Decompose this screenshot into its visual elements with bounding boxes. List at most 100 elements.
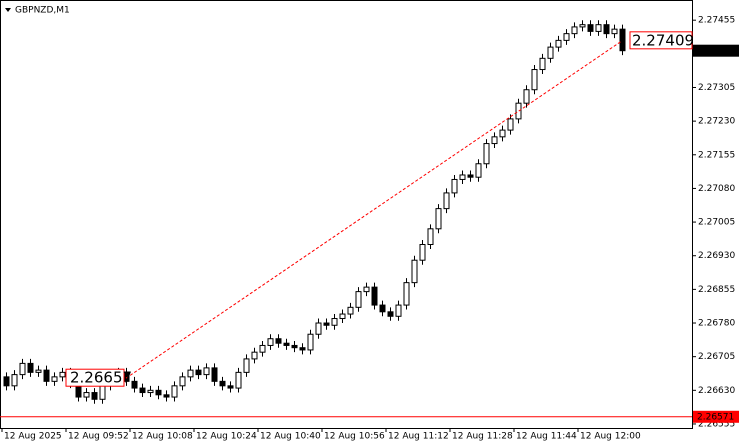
candle-body: [43, 369, 50, 382]
x-tick-label: 12 Aug 10:40: [260, 432, 321, 442]
x-tick-label: 12 Aug 2025: [4, 432, 62, 442]
candle-body: [227, 385, 234, 389]
candle-body: [347, 306, 354, 315]
candle-body: [83, 392, 90, 398]
candle-body: [243, 358, 250, 373]
candle-body: [315, 322, 322, 335]
current-price-box: [693, 44, 739, 57]
y-tick-label: 2.27080: [698, 184, 735, 194]
candle-body: [427, 228, 434, 246]
candle-body: [187, 369, 194, 378]
candle-body: [3, 376, 10, 387]
x-tick-label: 12 Aug 10:56: [324, 432, 385, 442]
candle-body: [443, 192, 450, 210]
candle-body: [467, 174, 474, 178]
candle-body: [179, 376, 186, 387]
candle-body: [355, 291, 362, 308]
candle-body: [531, 69, 538, 91]
candle-body: [203, 367, 210, 376]
x-tick-label: 12 Aug 10:24: [196, 432, 257, 442]
current-price-label: 2.27387: [697, 46, 734, 56]
candle-body: [539, 57, 546, 71]
candle-body: [251, 351, 258, 360]
candle-body: [59, 371, 66, 378]
x-tick-label: 12 Aug 12:00: [580, 432, 641, 442]
candle-body: [603, 24, 610, 35]
candle-body: [595, 24, 602, 32]
y-tick-label: 2.27230: [698, 117, 735, 127]
candle-body: [459, 174, 466, 180]
candle-body: [563, 33, 570, 41]
candle-body: [323, 322, 330, 326]
candle-body: [523, 89, 530, 104]
y-tick-label: 2.26855: [698, 285, 735, 295]
candle-body: [27, 362, 34, 373]
candle-body: [307, 333, 314, 351]
x-tick-label: 12 Aug 09:52: [68, 432, 129, 442]
chart-title: GBPNZD,M1: [15, 6, 70, 16]
candle-body: [163, 394, 170, 398]
candle-body: [403, 282, 410, 306]
candle-body: [283, 342, 290, 346]
candle-body: [19, 362, 26, 376]
candle-body: [195, 369, 202, 376]
candle-body: [211, 367, 218, 382]
candle-body: [515, 102, 522, 120]
candle-body: [411, 259, 418, 284]
price-line-label: 2.26571: [697, 412, 734, 422]
candle-body: [435, 208, 442, 230]
candle-body: [235, 371, 242, 389]
candle-body: [475, 163, 482, 178]
x-tick-label: 12 Aug 11:12: [388, 432, 449, 442]
candle-body: [451, 178, 458, 194]
candle-body: [507, 118, 514, 131]
candle-body: [371, 286, 378, 306]
candle-body: [387, 311, 394, 317]
candle-body: [259, 344, 266, 353]
y-tick-label: 2.27155: [698, 150, 735, 160]
candle-body: [51, 376, 58, 382]
y-tick-label: 2.27305: [698, 83, 735, 93]
candle-body: [331, 318, 338, 326]
candle-body: [491, 136, 498, 145]
candle-body: [99, 385, 106, 400]
x-tick-label: 12 Aug 11:44: [516, 432, 577, 442]
candle-body: [275, 338, 282, 344]
candle-body: [483, 143, 490, 165]
candle-body: [291, 344, 298, 349]
candle-body: [363, 286, 370, 293]
candle-body: [547, 46, 554, 59]
candle-body: [35, 369, 42, 373]
candle-body: [155, 389, 162, 396]
candle-body: [339, 313, 346, 320]
x-tick-label: 12 Aug 10:08: [132, 432, 193, 442]
candle-body: [579, 24, 586, 28]
y-tick-label: 2.26705: [698, 352, 735, 362]
y-tick-label: 2.26930: [698, 251, 735, 261]
candle-body: [619, 28, 626, 52]
trend-end-label: 2.27409: [632, 31, 694, 49]
y-tick-label: 2.27455: [698, 16, 735, 26]
candle-body: [499, 129, 506, 138]
y-tick-label: 2.26555: [698, 419, 735, 429]
candle-body: [219, 380, 226, 387]
candle-body: [147, 389, 154, 394]
candle-body: [299, 347, 306, 351]
candle-body: [379, 304, 386, 313]
y-tick-label: 2.26630: [698, 386, 735, 396]
trend-end-box: [629, 31, 693, 50]
trend-start-label: 2.26657: [70, 369, 132, 387]
candle-body: [11, 374, 18, 387]
menu-arrow[interactable]: [5, 8, 11, 12]
x-tick-label: 12 Aug 11:28: [452, 432, 513, 442]
candle-body: [587, 24, 594, 32]
y-tick-label: 2.26780: [698, 319, 735, 329]
plot-area: [0, 0, 693, 429]
candle-body: [91, 392, 98, 400]
candle-body: [555, 39, 562, 48]
price-line-box: [693, 410, 739, 423]
candle-body: [395, 304, 402, 317]
trend-start-box: [65, 368, 125, 387]
candle-body: [171, 385, 178, 398]
